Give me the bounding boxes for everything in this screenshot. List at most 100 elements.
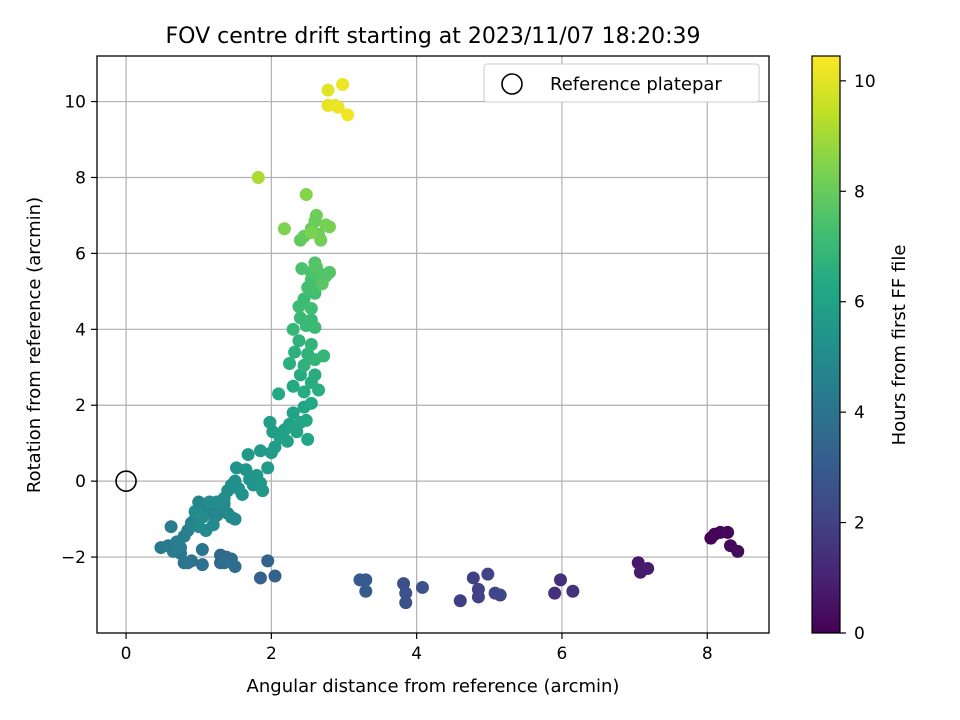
data-point [641, 561, 655, 575]
y-tick-label: 8 [75, 168, 86, 188]
data-point [235, 487, 249, 501]
data-point [321, 83, 335, 97]
colorbar-tick-label: 0 [854, 624, 865, 644]
data-point [251, 170, 265, 184]
chart-title: FOV centre drift starting at 2023/11/07 … [166, 24, 701, 49]
data-point [283, 356, 297, 370]
data-point [566, 584, 580, 598]
data-point [272, 387, 286, 401]
x-tick-label: 4 [411, 644, 422, 664]
y-tick-label: 2 [75, 396, 86, 416]
colorbar-tick-label: 2 [854, 514, 865, 534]
data-point [359, 584, 373, 598]
data-point [195, 542, 209, 556]
data-point [286, 406, 300, 420]
colorbar-tick-label: 8 [854, 182, 865, 202]
data-point [217, 556, 231, 570]
legend: Reference platepar [483, 63, 760, 103]
data-point [399, 586, 413, 600]
data-point [286, 379, 300, 393]
data-point [174, 541, 188, 555]
axes-frame [96, 55, 770, 634]
x-axis-ticks: 0 2 4 6 8 [121, 633, 713, 664]
data-point [721, 525, 735, 539]
y-tick-label: 4 [75, 320, 86, 340]
data-point [268, 440, 282, 454]
data-point [481, 567, 495, 581]
data-point [399, 596, 413, 610]
data-point [253, 571, 267, 585]
data-point [553, 573, 567, 587]
x-axis-label: Angular distance from reference (arcmin) [247, 676, 620, 697]
data-point [415, 580, 429, 594]
x-tick-label: 0 [121, 644, 132, 664]
data-point [181, 556, 195, 570]
data-point [314, 233, 328, 247]
colorbar-tick-label: 4 [854, 403, 865, 423]
data-point [336, 77, 350, 91]
data-point [292, 334, 306, 348]
data-point [317, 349, 331, 363]
data-point [280, 434, 294, 448]
x-tick-label: 2 [266, 644, 277, 664]
colorbar-tick-label: 6 [854, 293, 865, 313]
data-point [299, 188, 313, 202]
data-point [322, 265, 336, 279]
data-point [466, 571, 480, 585]
data-point [261, 554, 275, 568]
data-point [322, 220, 336, 234]
data-point [297, 358, 311, 372]
data-point [288, 345, 302, 359]
data-point [241, 448, 255, 462]
data-point [309, 260, 323, 274]
data-point [268, 569, 282, 583]
colorbar-label: Hours from first FF file [889, 245, 910, 446]
data-point [331, 100, 345, 114]
data-point [228, 560, 242, 574]
data-point [195, 558, 209, 572]
reference-platepar-marker [115, 470, 137, 492]
data-point [304, 338, 318, 351]
y-axis-label: Rotation from reference (arcmin) [24, 197, 45, 493]
data-point [315, 277, 329, 291]
data-point [253, 444, 267, 458]
data-point [493, 588, 507, 602]
data-point [309, 208, 323, 222]
data-point [286, 322, 300, 336]
colorbar-ticks: 0 2 4 6 8 10 [840, 72, 876, 644]
data-point [304, 226, 318, 240]
colorbar-tick-label: 10 [854, 72, 876, 92]
data-point [359, 573, 373, 587]
x-tick-label: 8 [702, 644, 713, 664]
data-point [256, 484, 270, 498]
data-point [308, 368, 322, 382]
data-point [297, 385, 311, 399]
data-point [299, 413, 313, 427]
data-point [341, 108, 355, 122]
y-tick-label: 0 [75, 472, 86, 492]
data-point [731, 544, 745, 558]
data-point [297, 292, 311, 306]
data-point [228, 512, 242, 526]
y-axis-ticks: −2 0 2 4 6 8 10 [61, 93, 97, 568]
grid [97, 56, 769, 633]
x-tick-label: 6 [557, 644, 568, 664]
data-point [301, 432, 315, 446]
legend-box [483, 63, 760, 103]
data-point [261, 461, 275, 475]
data-point [195, 510, 209, 524]
y-tick-label: −2 [61, 548, 86, 568]
data-point [308, 320, 322, 334]
scatter-points [154, 77, 745, 610]
data-point [164, 520, 178, 534]
data-point [312, 383, 326, 397]
data-point [471, 590, 485, 604]
data-point [277, 222, 291, 236]
colorbar [811, 55, 841, 634]
data-point [548, 586, 562, 600]
data-point [304, 301, 318, 315]
legend-marker-icon [501, 73, 523, 95]
legend-label: Reference platepar [550, 74, 722, 95]
data-point [304, 396, 318, 410]
